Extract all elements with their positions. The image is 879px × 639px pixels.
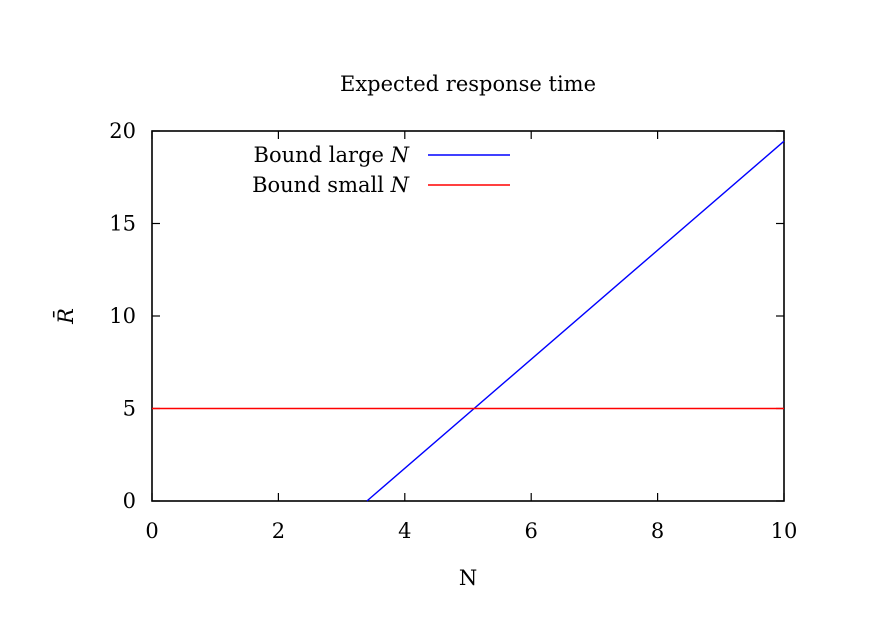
legend-label-text: Bound large	[254, 143, 391, 167]
legend-label: Bound large N	[254, 143, 410, 167]
x-tick-label: 10	[771, 519, 798, 543]
y-tick-label: 20	[109, 119, 136, 143]
legend-item: Bound small N	[252, 173, 510, 197]
chart-title: Expected response time	[340, 72, 596, 96]
tick-labels: 0 2 4 6 8 10 0 5 10 15 20	[109, 119, 797, 543]
x-tick-label: 4	[398, 519, 411, 543]
x-tick-label: 2	[272, 519, 285, 543]
x-axis-label: N	[459, 566, 477, 590]
legend-label: Bound small N	[252, 173, 410, 197]
x-tick-label: 6	[525, 519, 538, 543]
x-tick-label: 8	[651, 519, 664, 543]
legend-item: Bound large N	[254, 143, 510, 167]
legend-label-text: Bound small	[252, 173, 391, 197]
x-tick-label: 0	[145, 519, 158, 543]
series-lines	[152, 140, 785, 502]
plot-frame	[151, 130, 785, 502]
axis-ticks	[151, 130, 785, 502]
plot-area	[151, 130, 785, 502]
y-tick-label: 0	[123, 489, 136, 513]
series-line-0	[366, 140, 785, 502]
y-axis-label: R̄	[53, 308, 78, 325]
y-tick-label: 10	[109, 304, 136, 328]
legend-label-variable: N	[390, 173, 410, 197]
legend-label-variable: N	[390, 143, 410, 167]
y-tick-label: 5	[123, 397, 136, 421]
y-tick-label: 15	[109, 212, 136, 236]
